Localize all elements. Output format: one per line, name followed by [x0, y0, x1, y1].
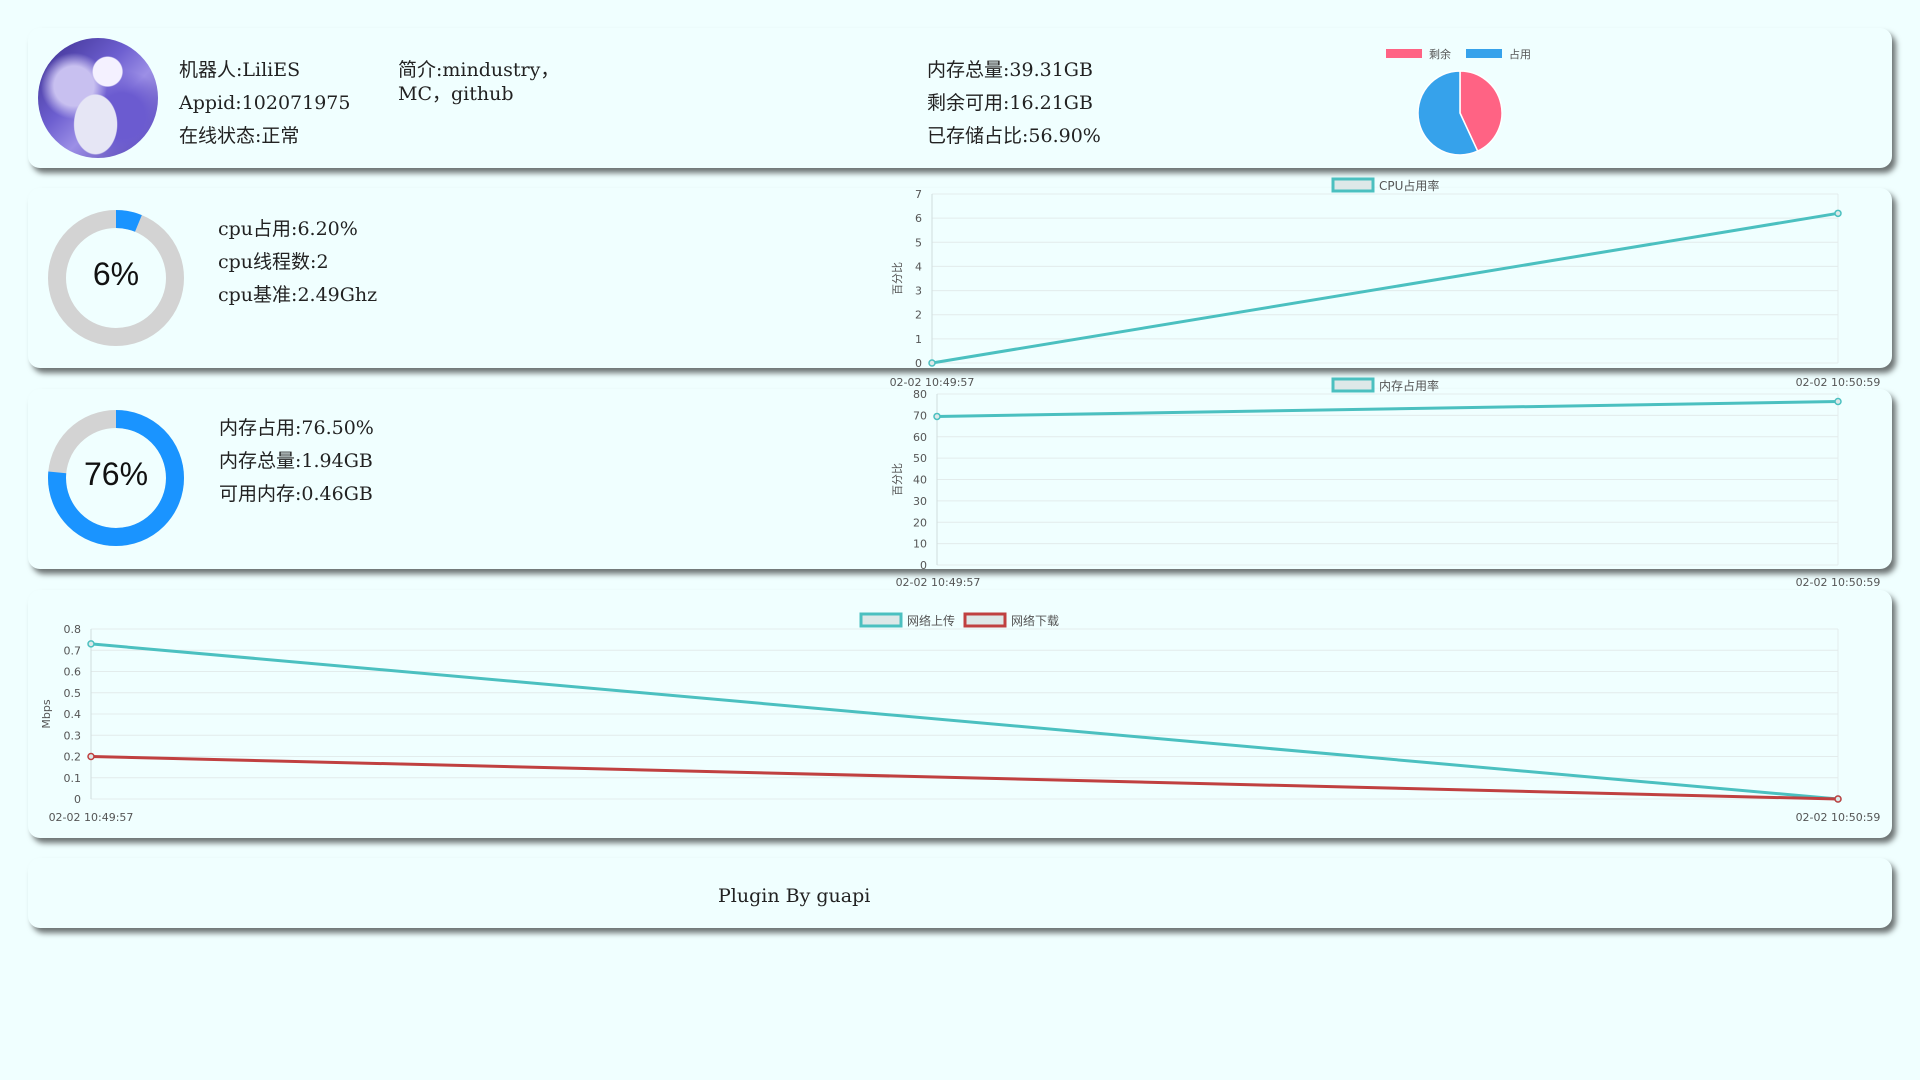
legend-free-swatch[interactable] — [1386, 49, 1422, 58]
cpu-frequency: cpu基准:2.49Ghz — [218, 284, 378, 306]
robot-intro-line2: MC，github — [398, 83, 514, 105]
legend-used-swatch[interactable] — [1466, 49, 1502, 58]
cpu-card: 6% cpu占用:6.20% cpu线程数:2 cpu基准:2.49Ghz — [28, 188, 1892, 368]
disk-free: 剩余可用:16.21GB — [927, 92, 1093, 114]
pie-slice-used[interactable] — [1417, 70, 1479, 156]
x-tick-label: 02-02 10:50:59 — [1796, 576, 1881, 589]
robot-intro-line1: 简介:mindustry， — [398, 59, 560, 81]
cpu-threads: cpu线程数:2 — [218, 251, 329, 273]
cpu-ring-arc — [48, 210, 184, 346]
mem-ring-arc — [48, 410, 184, 546]
footer-text: Plugin By guapi — [718, 885, 871, 907]
mem-ring: 76% — [48, 410, 184, 546]
disk-total: 内存总量:39.31GB — [927, 59, 1093, 81]
mem-percent-label: 76% — [83, 456, 149, 492]
legend-used-label[interactable]: 占用 — [1509, 48, 1531, 61]
robot-name: 机器人:LiliES — [179, 59, 301, 81]
cpu-ring: 6% — [48, 210, 184, 346]
robot-info-card: 机器人:LiliES Appid:102071975 在线状态:正常 简介:mi… — [28, 28, 1892, 168]
robot-appid: Appid:102071975 — [179, 92, 351, 114]
cpu-usage: cpu占用:6.20% — [218, 218, 358, 240]
robot-avatar — [38, 38, 158, 158]
footer-card: Plugin By guapi — [28, 858, 1892, 928]
legend-free-label[interactable]: 剩余 — [1429, 48, 1451, 61]
disk-used-ratio: 已存储占比:56.90% — [927, 125, 1101, 147]
x-tick-label: 02-02 10:49:57 — [896, 576, 981, 589]
x-tick-label: 02-02 10:50:59 — [1796, 376, 1881, 389]
disk-pie-chart[interactable] — [1416, 69, 1504, 157]
mem-free: 可用内存:0.46GB — [219, 483, 373, 505]
memory-card: 76% 内存占用:76.50% 内存总量:1.94GB 可用内存:0.46GB — [28, 389, 1892, 569]
mem-usage: 内存占用:76.50% — [219, 417, 374, 439]
cpu-percent-label: 6% — [92, 256, 140, 292]
mem-total: 内存总量:1.94GB — [219, 450, 373, 472]
pie-slice-free[interactable] — [1459, 70, 1503, 153]
robot-status: 在线状态:正常 — [179, 125, 300, 147]
x-tick-label: 02-02 10:49:57 — [890, 376, 975, 389]
network-card — [28, 590, 1892, 838]
